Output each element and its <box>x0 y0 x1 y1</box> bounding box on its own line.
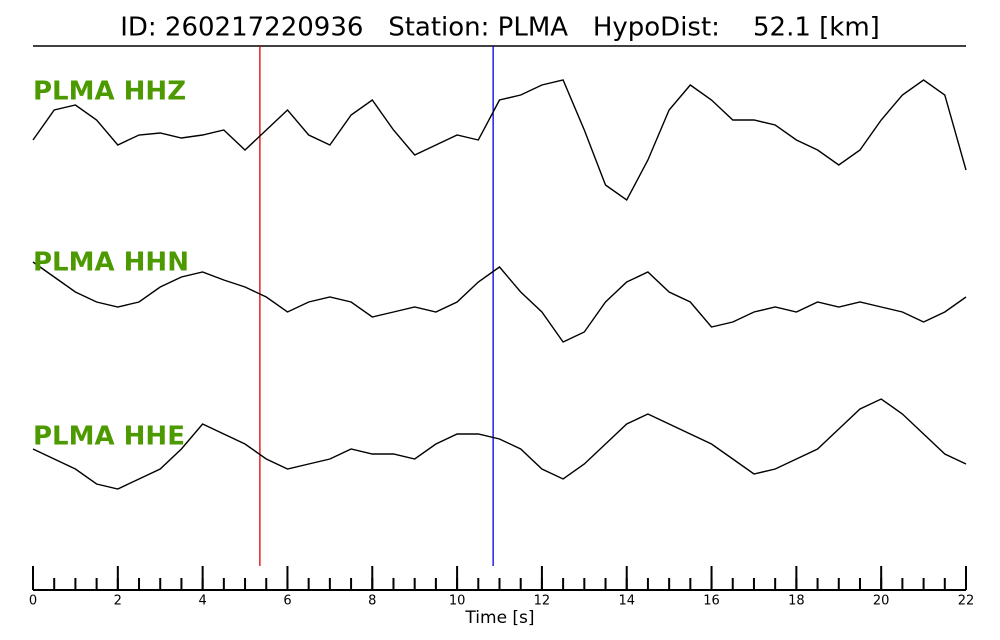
trace <box>32 398 967 490</box>
x-axis-label: Time [s] <box>464 608 534 628</box>
x-tick-label: 2 <box>114 594 122 609</box>
x-tick-label: 10 <box>449 594 466 609</box>
trace <box>32 261 967 343</box>
x-tick-label: 8 <box>368 594 376 609</box>
x-tick-label: 18 <box>788 594 805 609</box>
x-tick-label: 0 <box>29 594 37 609</box>
x-tick-label: 22 <box>958 594 975 609</box>
x-tick-label: 14 <box>618 594 635 609</box>
x-tick-label: 20 <box>873 594 890 609</box>
trace <box>32 79 967 202</box>
x-tick-label: 16 <box>703 594 720 609</box>
trace-label: PLMA HHN <box>33 248 189 278</box>
x-tick-label: 12 <box>534 594 551 609</box>
x-tick-label: 4 <box>198 594 206 609</box>
trace-label: PLMA HHE <box>33 422 185 452</box>
x-tick-label: 6 <box>283 594 291 609</box>
chart-title: ID: 260217220936 Station: PLMA HypoDist:… <box>120 13 880 43</box>
trace-label: PLMA HHZ <box>33 77 186 107</box>
